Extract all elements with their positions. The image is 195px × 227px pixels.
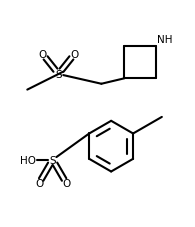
Text: O: O: [62, 178, 70, 188]
Text: S: S: [55, 70, 62, 80]
Text: NH: NH: [157, 35, 173, 45]
Text: O: O: [70, 50, 78, 60]
Text: O: O: [35, 178, 43, 188]
Text: S: S: [49, 155, 56, 165]
Text: HO: HO: [20, 155, 36, 165]
Text: O: O: [39, 50, 47, 60]
